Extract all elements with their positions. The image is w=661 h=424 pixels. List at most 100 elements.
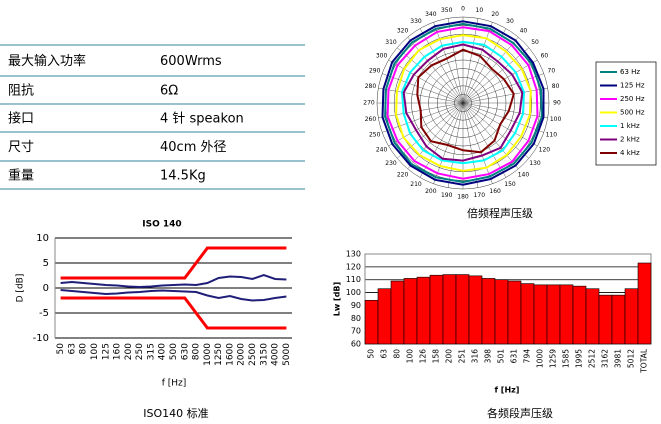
y-tick-label: 10 bbox=[36, 233, 49, 244]
grid-spoke bbox=[419, 28, 464, 104]
bar bbox=[507, 280, 522, 345]
angle-label: 270 bbox=[363, 100, 375, 107]
table-cell: 阻抗 bbox=[8, 84, 34, 99]
x-tick-label: TOTAL bbox=[640, 348, 649, 374]
bar bbox=[442, 274, 457, 345]
bar bbox=[416, 276, 431, 345]
bar bbox=[455, 274, 470, 345]
polar-line bbox=[384, 22, 543, 184]
angle-label: 280 bbox=[365, 83, 377, 90]
x-tick-label: 158 bbox=[432, 349, 441, 364]
grid-spoke bbox=[462, 47, 530, 104]
angle-label: 290 bbox=[369, 67, 381, 74]
grid-spoke bbox=[462, 102, 548, 119]
x-tick-label: 3981 bbox=[614, 349, 623, 368]
grid-spoke bbox=[396, 47, 464, 104]
y-tick-label: 110 bbox=[346, 275, 361, 284]
grid-spoke bbox=[447, 102, 464, 188]
x-tick-label: 630 bbox=[180, 343, 190, 360]
x-tick-label: 50 bbox=[56, 343, 66, 355]
angle-label: 230 bbox=[385, 160, 397, 167]
grid-spoke bbox=[462, 18, 479, 104]
angle-label: 10 bbox=[476, 7, 484, 14]
x-tick-label: 200 bbox=[124, 343, 134, 360]
angle-label: 350 bbox=[441, 7, 453, 14]
x-tick-label: 80 bbox=[393, 349, 402, 359]
bar bbox=[611, 294, 626, 345]
angle-label: 250 bbox=[369, 132, 381, 139]
caption: ISO140 标准 bbox=[143, 406, 208, 420]
x-tick-label: 1995 bbox=[575, 349, 584, 368]
angle-label: 50 bbox=[531, 39, 539, 46]
bar bbox=[546, 284, 561, 345]
angle-label: 90 bbox=[553, 100, 561, 107]
angle-label: 80 bbox=[552, 83, 560, 90]
grid-spoke bbox=[433, 102, 464, 184]
angle-label: 220 bbox=[397, 172, 409, 179]
bar bbox=[533, 284, 548, 345]
x-tick-label: 2000 bbox=[237, 343, 247, 366]
grid-spoke bbox=[462, 36, 519, 104]
x-tick-label: 2500 bbox=[248, 343, 258, 366]
grid-spoke bbox=[462, 59, 538, 104]
legend-label: 125 Hz bbox=[620, 82, 645, 90]
y-tick-label: 60 bbox=[351, 340, 361, 349]
angle-label: 140 bbox=[518, 172, 530, 179]
x-tick-label: 794 bbox=[523, 349, 532, 364]
x-tick-label: 63 bbox=[67, 343, 77, 354]
x-tick-label: 250 bbox=[135, 343, 145, 360]
grid-spoke bbox=[462, 102, 507, 178]
polar-line bbox=[416, 48, 515, 154]
angle-label: 100 bbox=[550, 116, 562, 123]
x-tick-label: 80 bbox=[79, 343, 89, 355]
y-axis-label: Lw [dB] bbox=[333, 282, 342, 316]
legend-label: 2 kHz bbox=[620, 136, 640, 144]
data-line bbox=[60, 296, 287, 330]
bar bbox=[481, 278, 496, 345]
angle-label: 40 bbox=[520, 27, 528, 34]
x-axis-label: f [Hz] bbox=[162, 379, 187, 389]
angle-label: 200 bbox=[425, 188, 437, 195]
y-tick-label: 5 bbox=[43, 258, 49, 269]
grid-spoke bbox=[388, 59, 464, 104]
grid-spoke bbox=[388, 102, 464, 147]
x-tick-label: 800 bbox=[192, 343, 202, 360]
x-tick-label: 398 bbox=[484, 349, 493, 364]
angle-label: 20 bbox=[491, 11, 499, 18]
polar-line bbox=[386, 26, 539, 180]
angle-label: 0 bbox=[461, 6, 465, 13]
x-tick-label: 251 bbox=[458, 349, 467, 364]
bar bbox=[390, 280, 405, 345]
table-cell: 尺寸 bbox=[8, 140, 34, 155]
table-cell: 600Wrms bbox=[160, 54, 222, 69]
grid-spoke bbox=[462, 102, 519, 170]
x-tick-label: 3162 bbox=[601, 349, 610, 368]
x-tick-label: 125 bbox=[101, 343, 111, 360]
table-cell: 40cm 外径 bbox=[160, 140, 227, 155]
angle-label: 300 bbox=[376, 53, 388, 60]
angle-label: 180 bbox=[457, 194, 469, 201]
bar bbox=[585, 288, 600, 345]
polar-line bbox=[402, 43, 524, 162]
legend-label: 500 Hz bbox=[620, 109, 645, 117]
angle-label: 330 bbox=[410, 18, 422, 25]
grid-spoke bbox=[447, 18, 464, 104]
x-tick-label: 100 bbox=[90, 343, 100, 360]
x-tick-label: 126 bbox=[419, 349, 428, 364]
x-tick-label: 631 bbox=[510, 349, 519, 364]
x-tick-label: 160 bbox=[113, 343, 123, 360]
x-tick-label: 3150 bbox=[259, 343, 269, 366]
angle-label: 260 bbox=[365, 116, 377, 123]
grid-spoke bbox=[382, 73, 464, 104]
angle-label: 320 bbox=[397, 27, 409, 34]
polar-line bbox=[400, 40, 526, 165]
grid-spoke bbox=[433, 22, 464, 104]
caption: 各频段声压级 bbox=[487, 406, 553, 420]
angle-label: 150 bbox=[504, 181, 516, 188]
y-axis-label: D [dB] bbox=[16, 274, 26, 303]
angle-label: 170 bbox=[474, 192, 486, 199]
x-tick-label: 500 bbox=[169, 343, 179, 360]
bar bbox=[468, 275, 483, 345]
x-tick-label: 2512 bbox=[588, 349, 597, 368]
x-tick-label: 100 bbox=[406, 349, 415, 364]
